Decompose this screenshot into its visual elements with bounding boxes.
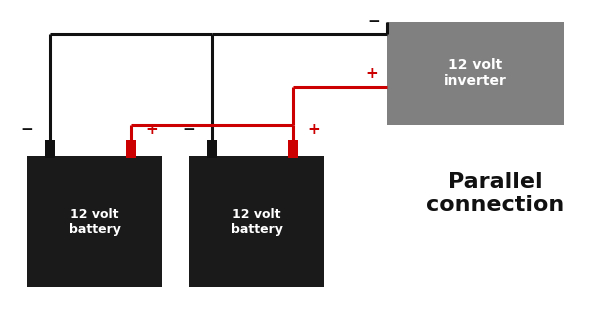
Text: 12 volt
battery: 12 volt battery (68, 207, 121, 236)
Text: Parallel
connection: Parallel connection (426, 172, 564, 215)
FancyBboxPatch shape (27, 156, 162, 287)
Text: 12 volt
inverter: 12 volt inverter (444, 58, 507, 88)
Text: 12 volt
battery: 12 volt battery (230, 207, 283, 236)
FancyBboxPatch shape (288, 140, 298, 158)
FancyBboxPatch shape (387, 22, 564, 125)
FancyBboxPatch shape (207, 140, 217, 158)
Text: −: − (20, 122, 34, 137)
Text: +: + (145, 122, 158, 137)
Text: +: + (365, 66, 379, 81)
FancyBboxPatch shape (126, 140, 136, 158)
FancyBboxPatch shape (189, 156, 324, 287)
Text: +: + (307, 122, 320, 137)
Text: −: − (182, 122, 196, 137)
FancyBboxPatch shape (45, 140, 55, 158)
Text: −: − (367, 14, 380, 29)
